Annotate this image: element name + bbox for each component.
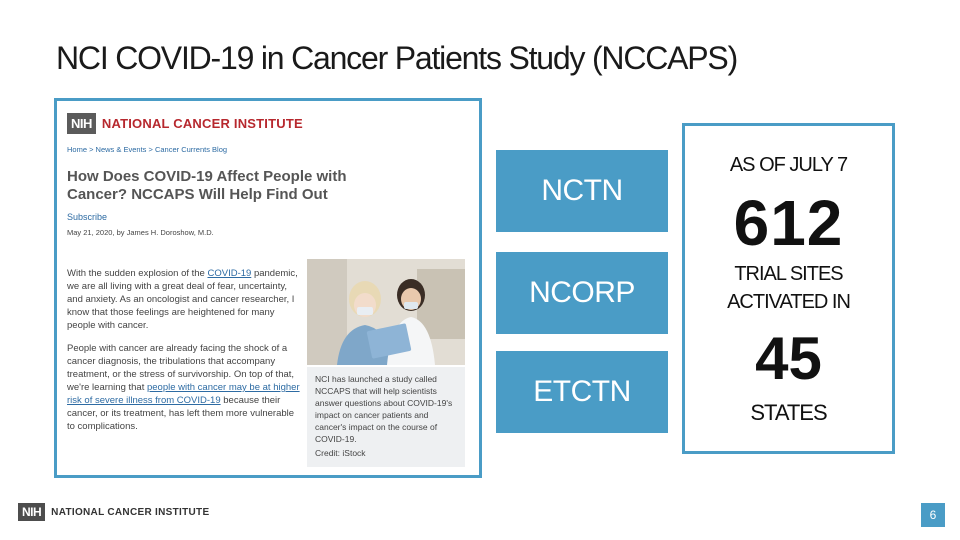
footer-logo: NIH NATIONAL CANCER INSTITUTE: [18, 503, 209, 521]
slide-title: NCI COVID-19 in Cancer Patients Study (N…: [56, 40, 738, 76]
states-count: 45: [755, 325, 822, 392]
institute-name: NATIONAL CANCER INSTITUTE: [101, 115, 303, 131]
trial-sites-label: TRIAL SITES ACTIVATED IN: [727, 263, 851, 313]
photo-caption: NCI has launched a study called NCCAPS t…: [307, 367, 465, 467]
nci-header-logo: NIH NATIONAL CANCER INSTITUTE: [67, 109, 469, 137]
higher-risk-link: people with cancer may be at higher risk…: [67, 382, 300, 406]
doctor-patient-image: [307, 259, 465, 365]
as-of-date: AS OF JULY 7: [729, 154, 848, 176]
paragraph-2: People with cancer are already facing th…: [67, 343, 300, 432]
article-title: How Does COVID-19 Affect People with Can…: [67, 168, 347, 203]
breadcrumb: Home > News & Events > Cancer Currents B…: [67, 145, 228, 154]
article-photo: [307, 259, 465, 365]
article-byline: May 21, 2020, by James H. Doroshow, M.D.: [67, 228, 214, 237]
subscribe-link: Subscribe: [67, 212, 108, 222]
stats-card: AS OF JULY 7 612 TRIAL SITES ACTIVATED I…: [682, 123, 895, 454]
footer-institute-name: NATIONAL CANCER INSTITUTE: [51, 506, 210, 518]
photo-credit: Credit: iStock: [315, 448, 366, 458]
trial-sites-count: 612: [733, 187, 844, 259]
program-box-nctn: NCTN: [496, 150, 668, 232]
article-body: With the sudden explosion of the COVID-1…: [67, 267, 301, 443]
footer-nih-logo: NIH: [18, 503, 46, 521]
states-label: STATES: [750, 400, 827, 425]
program-box-ncorp: NCORP: [496, 252, 668, 334]
covid-link: COVID-19: [207, 268, 252, 279]
program-box-etctn: ETCTN: [496, 351, 668, 433]
nih-logo-box: NIH: [67, 112, 96, 134]
blog-screenshot: NIH NATIONAL CANCER INSTITUTE Home > New…: [54, 98, 482, 478]
page-number: 6: [921, 503, 945, 527]
paragraph-1: With the sudden explosion of the COVID-1…: [67, 268, 298, 331]
